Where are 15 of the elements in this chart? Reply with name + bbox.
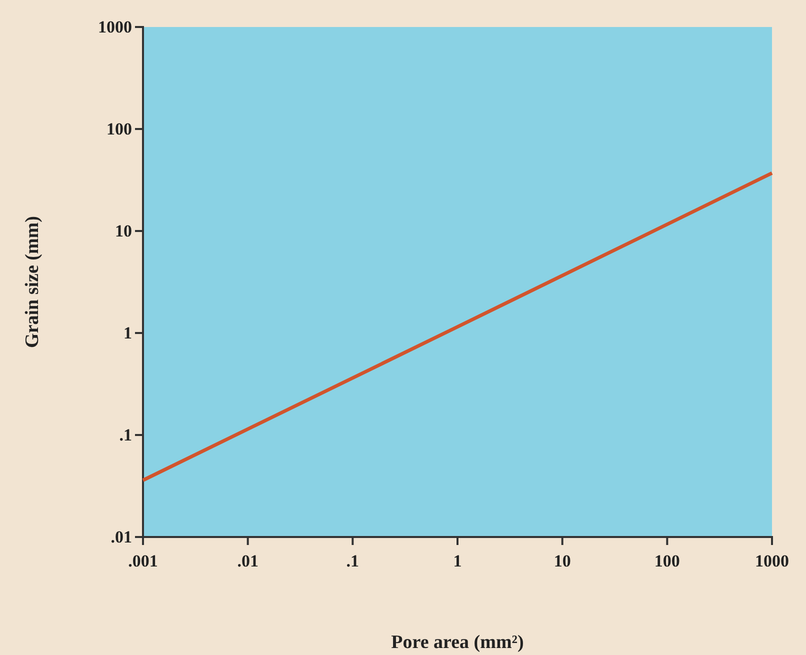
x-tick-label: 1000 <box>755 552 789 571</box>
y-tick-label: 1000 <box>98 17 132 36</box>
x-tick-label: 100 <box>654 552 680 571</box>
x-tick-label: 1 <box>453 552 462 571</box>
y-tick-label: 10 <box>115 221 132 240</box>
y-tick-label: .1 <box>119 425 132 444</box>
x-tick-label: .01 <box>237 552 258 571</box>
x-axis-title: Pore area (mm²) <box>391 632 524 653</box>
y-tick-label: 100 <box>106 119 132 138</box>
y-tick-label: .01 <box>110 527 132 546</box>
y-tick-label: 1 <box>124 323 132 342</box>
x-tick-label: .1 <box>346 552 360 571</box>
y-axis-title: Grain size (mm) <box>22 216 43 348</box>
x-tick-label: .001 <box>128 552 158 571</box>
x-tick-label: 10 <box>554 552 571 571</box>
